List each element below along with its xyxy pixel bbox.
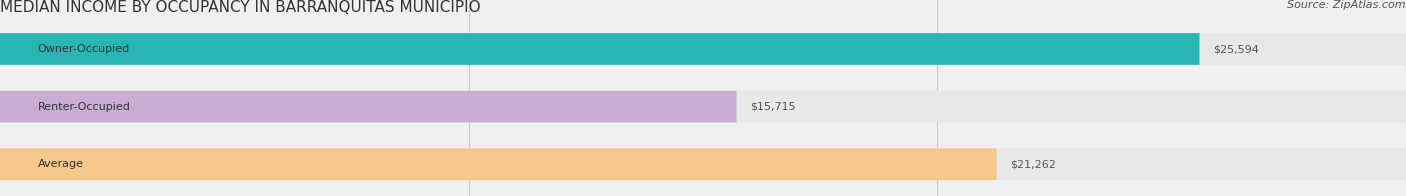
Text: Renter-Occupied: Renter-Occupied xyxy=(38,102,131,112)
FancyBboxPatch shape xyxy=(0,91,737,122)
FancyBboxPatch shape xyxy=(0,91,1406,122)
Text: $15,715: $15,715 xyxy=(751,102,796,112)
FancyBboxPatch shape xyxy=(0,33,1406,65)
Text: MEDIAN INCOME BY OCCUPANCY IN BARRANQUITAS MUNICIPIO: MEDIAN INCOME BY OCCUPANCY IN BARRANQUIT… xyxy=(0,0,481,15)
Text: Source: ZipAtlas.com: Source: ZipAtlas.com xyxy=(1288,0,1406,10)
Text: Average: Average xyxy=(38,159,83,169)
FancyBboxPatch shape xyxy=(0,148,1406,180)
FancyBboxPatch shape xyxy=(0,148,997,180)
FancyBboxPatch shape xyxy=(0,33,1199,65)
Text: $21,262: $21,262 xyxy=(1011,159,1056,169)
Text: $25,594: $25,594 xyxy=(1213,44,1260,54)
Text: Owner-Occupied: Owner-Occupied xyxy=(38,44,129,54)
